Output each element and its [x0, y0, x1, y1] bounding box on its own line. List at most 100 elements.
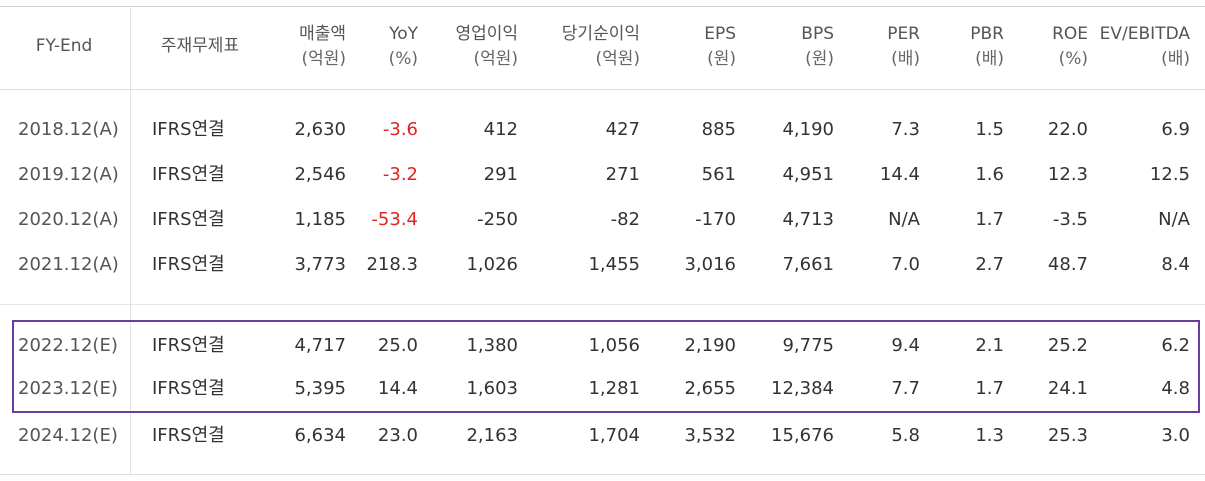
header-unit: (억원): [595, 49, 640, 69]
cell-eps: 885: [701, 119, 736, 140]
cell-roe: 25.3: [1047, 425, 1088, 446]
header-label: PER: [887, 24, 920, 44]
cell-bps: 4,713: [782, 209, 834, 230]
cell-operating-profit: 2,163: [466, 425, 518, 446]
cell-net-income: 1,455: [588, 254, 640, 275]
cell-yoy: -53.4: [371, 209, 418, 230]
cell-bps: 9,775: [782, 335, 834, 356]
table-row: 2024.12(E) IFRS연결 6,634 23.0 2,163 1,704…: [0, 414, 1205, 458]
header-label: EV/EBITDA: [1099, 24, 1190, 44]
cell-bps: 12,384: [771, 378, 834, 399]
cell-sales: 1,185: [294, 209, 346, 230]
cell-ev-ebitda: 12.5: [1149, 164, 1190, 185]
cell-yoy: -3.6: [382, 119, 418, 140]
header-statement-type: 주재무제표: [145, 34, 255, 59]
cell-type: IFRS연결: [152, 378, 225, 399]
cell-per: 7.3: [891, 119, 920, 140]
cell-operating-profit: 1,603: [466, 378, 518, 399]
estimate-highlight-box: [12, 320, 1200, 413]
header-unit: (%): [1058, 49, 1088, 69]
table-row: 2022.12(E) IFRS연결 4,717 25.0 1,380 1,056…: [0, 324, 1205, 368]
cell-fy: 2024.12(E): [18, 425, 118, 446]
table-row: 2023.12(E) IFRS연결 5,395 14.4 1,603 1,281…: [0, 367, 1205, 411]
header-per: PER (배): [850, 22, 920, 72]
cell-ev-ebitda: 4.8: [1161, 378, 1190, 399]
table-row: 2020.12(A) IFRS연결 1,185 -53.4 -250 -82 -…: [0, 198, 1205, 242]
cell-per: 14.4: [879, 164, 920, 185]
header-label: FY-End: [35, 36, 93, 56]
cell-ev-ebitda: 6.9: [1161, 119, 1190, 140]
header-label: BPS: [801, 24, 834, 44]
header-divider: [0, 89, 1205, 90]
cell-type: IFRS연결: [152, 335, 225, 356]
table-bottom-border: [0, 474, 1205, 475]
header-label: 당기순이익: [561, 24, 640, 44]
table-row: 2021.12(A) IFRS연결 3,773 218.3 1,026 1,45…: [0, 243, 1205, 287]
cell-pbr: 2.1: [975, 335, 1004, 356]
cell-bps: 4,951: [782, 164, 834, 185]
cell-per: N/A: [888, 209, 920, 230]
header-label: 영업이익: [455, 24, 518, 44]
header-unit: (원): [707, 49, 736, 69]
table-row: 2019.12(A) IFRS연결 2,546 -3.2 291 271 561…: [0, 153, 1205, 197]
cell-net-income: 1,281: [588, 378, 640, 399]
cell-roe: 48.7: [1047, 254, 1088, 275]
cell-bps: 15,676: [771, 425, 834, 446]
cell-operating-profit: 1,380: [466, 335, 518, 356]
header-eps: EPS (원): [660, 22, 736, 72]
cell-net-income: -82: [610, 209, 640, 230]
header-label: 주재무제표: [160, 36, 240, 56]
cell-ev-ebitda: 6.2: [1161, 335, 1190, 356]
cell-type: IFRS연결: [152, 209, 225, 230]
header-fy-end: FY-End: [20, 34, 108, 59]
cell-net-income: 1,056: [588, 335, 640, 356]
table-top-border: [0, 6, 1205, 7]
cell-yoy: 25.0: [377, 335, 418, 356]
cell-roe: 22.0: [1047, 119, 1088, 140]
estimate-divider: [0, 304, 1205, 305]
cell-fy: 2020.12(A): [18, 209, 119, 230]
cell-eps: -170: [695, 209, 736, 230]
cell-net-income: 271: [605, 164, 640, 185]
cell-per: 7.0: [891, 254, 920, 275]
cell-pbr: 1.7: [975, 378, 1004, 399]
cell-type: IFRS연결: [152, 254, 225, 275]
cell-pbr: 2.7: [975, 254, 1004, 275]
header-unit: (원): [805, 49, 834, 69]
cell-per: 5.8: [891, 425, 920, 446]
cell-sales: 5,395: [294, 378, 346, 399]
header-label: ROE: [1052, 24, 1088, 44]
header-label: YoY: [389, 24, 418, 44]
header-roe: ROE (%): [1020, 22, 1088, 72]
header-operating-profit: 영업이익 (억원): [420, 22, 518, 72]
cell-yoy: -3.2: [382, 164, 418, 185]
header-unit: (억원): [301, 49, 346, 69]
cell-pbr: 1.5: [975, 119, 1004, 140]
cell-fy: 2021.12(A): [18, 254, 119, 275]
header-bps: BPS (원): [750, 22, 834, 72]
cell-roe: 25.2: [1047, 335, 1088, 356]
header-unit: (%): [388, 49, 418, 69]
cell-pbr: 1.7: [975, 209, 1004, 230]
cell-eps: 3,016: [684, 254, 736, 275]
column-divider: [130, 6, 131, 474]
cell-type: IFRS연결: [152, 425, 225, 446]
cell-roe: 12.3: [1047, 164, 1088, 185]
cell-eps: 2,655: [684, 378, 736, 399]
cell-operating-profit: 291: [483, 164, 518, 185]
cell-roe: 24.1: [1047, 378, 1088, 399]
cell-fy: 2023.12(E): [18, 378, 118, 399]
cell-type: IFRS연결: [152, 119, 225, 140]
header-unit: (억원): [473, 49, 518, 69]
cell-fy: 2022.12(E): [18, 335, 118, 356]
cell-pbr: 1.3: [975, 425, 1004, 446]
cell-eps: 3,532: [684, 425, 736, 446]
cell-yoy: 218.3: [366, 254, 418, 275]
header-pbr: PBR (배): [940, 22, 1004, 72]
cell-operating-profit: 1,026: [466, 254, 518, 275]
header-label: EPS: [704, 24, 736, 44]
header-unit: (배): [975, 49, 1004, 69]
cell-type: IFRS연결: [152, 164, 225, 185]
cell-operating-profit: -250: [477, 209, 518, 230]
